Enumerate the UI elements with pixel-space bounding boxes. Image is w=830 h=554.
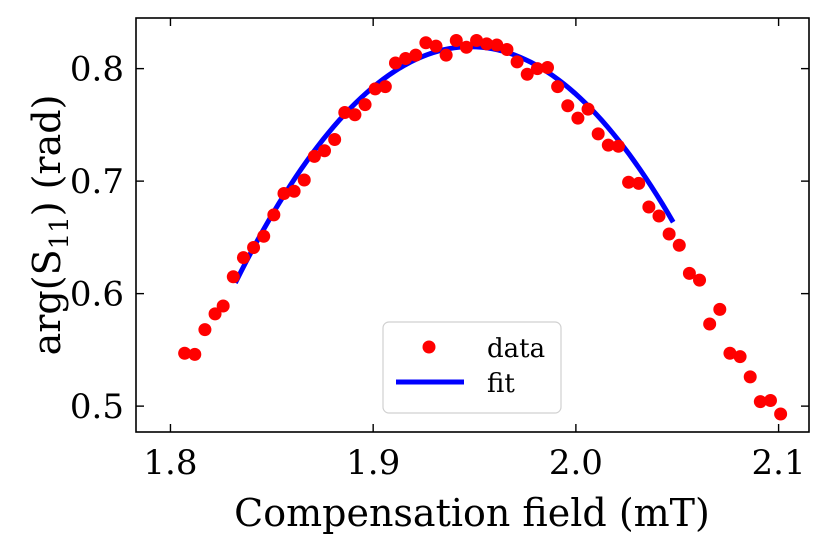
data-point [470,34,484,47]
data-point [399,52,413,65]
data-point [581,102,595,116]
data-point [510,55,524,69]
data-point [591,127,605,141]
data-point [328,133,342,146]
data-point [611,139,625,153]
legend-data-marker [422,340,436,354]
data-point [348,108,362,122]
data-point [449,34,463,47]
data-point [247,241,261,254]
data-point [277,187,291,200]
data-point [459,40,473,54]
data-point [530,62,544,76]
data-point [703,317,717,331]
data-point [561,99,575,113]
legend: data fit [382,321,562,414]
y-axis-title-main: arg(S [25,249,69,355]
data-point [723,346,737,360]
fit-line [233,44,676,284]
data-point [693,273,707,287]
data-point [753,395,767,409]
data-point [774,407,788,421]
data-point [622,175,636,189]
data-point [378,80,392,94]
data-point [318,144,332,158]
data-point [763,394,777,407]
data-point [632,176,646,190]
data-point [208,307,222,321]
data-point [652,209,666,223]
data-point [257,229,271,243]
x-tick-label: 1.9 [346,443,400,483]
data-point [267,208,281,222]
data-point [713,302,727,316]
legend-data-label: data [487,334,545,364]
y-tick-label: 0.6 [70,275,124,315]
data-point [429,39,443,53]
data-point [178,346,192,360]
y-axis-title-tail: ) (rad) [25,95,69,217]
y-tick-label: 0.5 [70,387,124,427]
fit-series [233,44,676,284]
data-point [551,80,565,94]
data-point [733,350,747,364]
data-point [198,323,212,337]
legend-fit-label: fit [487,369,515,399]
data-point [743,370,757,384]
data-point [236,251,250,265]
data-point [642,200,656,214]
x-tick-label: 2.0 [549,443,603,483]
data-point [287,184,301,198]
y-axis-title: arg(S11) (rad) [25,95,75,356]
data-point [541,61,554,74]
data-point [188,347,202,361]
data-point [571,111,585,125]
data-point [368,82,382,96]
data-point [226,270,240,284]
data-point [439,48,453,62]
data-point [662,227,676,241]
data-point [520,67,534,81]
ticks: 1.8 1.9 2.0 2.1 0.5 0.6 0.7 0.8 [70,18,809,483]
data-point [490,38,504,52]
data-point [672,238,686,252]
data-point [307,149,321,163]
data-point [480,37,494,51]
x-tick-label: 1.8 [143,443,197,483]
data-point [682,266,696,280]
plot-frame [135,17,810,433]
data-point [388,56,402,70]
data-point [338,106,352,119]
data-series [178,34,788,421]
data-point [601,138,615,152]
data-point [419,36,433,50]
y-axis-title-subscript: 11 [45,216,75,249]
y-tick-label: 0.7 [70,162,124,202]
x-axis-title: Compensation field (mT) [234,491,710,535]
data-point [297,173,311,187]
data-point [500,43,514,56]
data-point [358,98,372,112]
data-point [409,48,423,62]
data-point [216,299,230,313]
y-tick-label: 0.8 [70,50,124,90]
x-tick-label: 2.1 [752,443,806,483]
